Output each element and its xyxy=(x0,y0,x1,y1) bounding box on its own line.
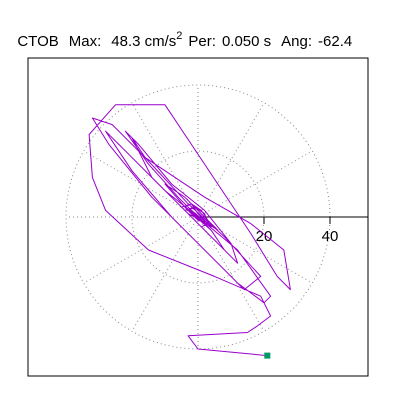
x-tick-label-40: 40 xyxy=(322,228,339,245)
period-label: Per: xyxy=(188,33,216,50)
max-unit-exponent: 2 xyxy=(176,30,183,42)
x-axis: 20 40 xyxy=(198,216,368,245)
plot-header: CTOB Max: 48.3 cm/s2 Per: 0.050 s Ang: -62.4 xyxy=(9,16,352,50)
grid-spoke-60 xyxy=(197,102,265,218)
period-value: 0.050 s xyxy=(221,33,272,50)
particle-motion-trace xyxy=(88,104,291,357)
end-marker xyxy=(264,352,271,359)
x-tick-label-20: 20 xyxy=(256,228,273,245)
grid-spoke-30 xyxy=(197,150,313,218)
max-value: 48.3 cm/s xyxy=(111,33,177,50)
angle-label: Ang: xyxy=(281,33,313,50)
end-marker-group xyxy=(264,352,271,359)
trace-line xyxy=(88,104,291,357)
angle-value: -62.4 xyxy=(318,33,353,50)
station-code: CTOB xyxy=(17,33,59,50)
max-label: Max: xyxy=(68,33,102,50)
